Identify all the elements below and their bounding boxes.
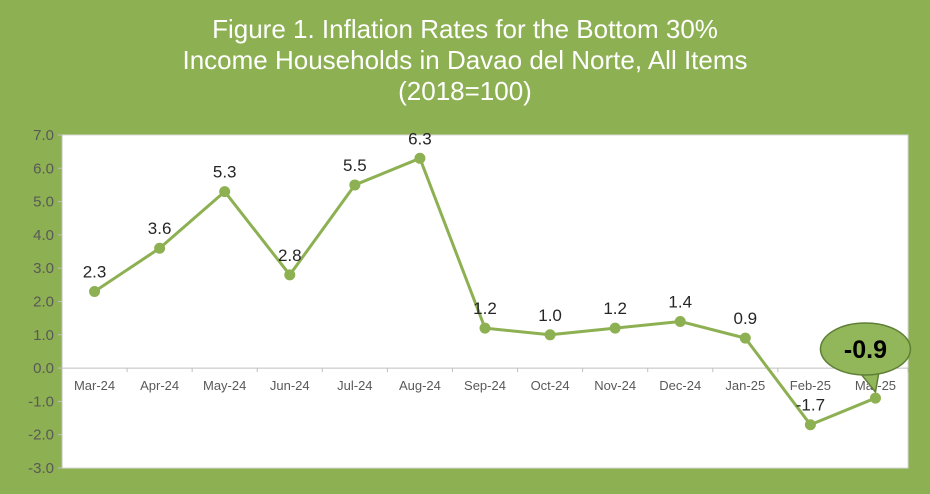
y-tick-label: 5.0: [33, 194, 54, 211]
data-label: 1.2: [603, 299, 627, 318]
x-tick-label: Dec-24: [659, 378, 701, 393]
data-label: 1.0: [538, 306, 562, 325]
y-tick-label: -2.0: [28, 427, 54, 444]
x-tick-label: Aug-24: [399, 378, 441, 393]
callout-label: -0.9: [844, 336, 887, 364]
data-label: 2.8: [278, 246, 302, 265]
data-label: 0.9: [733, 309, 757, 328]
data-label: -1.7: [796, 396, 825, 415]
y-tick-label: 4.0: [33, 227, 54, 244]
x-tick-label: Feb-25: [790, 378, 831, 393]
data-point: [349, 179, 361, 191]
y-tick-label: 7.0: [33, 127, 54, 144]
data-label: 1.2: [473, 299, 497, 318]
y-tick-label: -1.0: [28, 393, 54, 410]
x-tick-label: May-24: [203, 378, 246, 393]
x-tick-label: Jan-25: [725, 378, 765, 393]
data-point: [544, 329, 556, 341]
chart-title-line-2: Income Households in Davao del Norte, Al…: [182, 45, 748, 75]
x-tick-label: Apr-24: [140, 378, 179, 393]
y-tick-label: 6.0: [33, 160, 54, 177]
data-point: [739, 332, 751, 344]
data-point: [869, 392, 881, 404]
data-point: [479, 322, 491, 334]
chart-title-line-1: Figure 1. Inflation Rates for the Bottom…: [212, 14, 718, 44]
data-label: 3.6: [148, 219, 172, 238]
x-tick-label: Nov-24: [594, 378, 636, 393]
y-tick-label: 0.0: [33, 360, 54, 377]
y-tick-label: 1.0: [33, 327, 54, 344]
callout-bubble: [819, 322, 912, 376]
data-label: 1.4: [668, 292, 692, 311]
data-point: [219, 186, 231, 198]
data-point: [89, 286, 101, 298]
x-tick-label: Jul-24: [337, 378, 372, 393]
x-tick-label: Mar-24: [74, 378, 115, 393]
y-tick-label: 2.0: [33, 294, 54, 311]
x-tick-label: Jun-24: [270, 378, 310, 393]
y-tick-label: -3.0: [28, 460, 54, 477]
data-label: 2.3: [83, 263, 107, 282]
data-point: [804, 419, 816, 431]
data-point: [154, 242, 166, 254]
data-point: [609, 322, 621, 334]
x-tick-label: Sep-24: [464, 378, 506, 393]
data-point: [674, 315, 686, 327]
data-label: 5.5: [343, 156, 367, 175]
data-label: 5.3: [213, 163, 237, 182]
data-label: 6.3: [408, 129, 432, 148]
x-tick-label: Oct-24: [531, 378, 570, 393]
data-point: [284, 269, 296, 281]
data-point: [414, 152, 426, 164]
chart-title: Figure 1. Inflation Rates for the Bottom…: [0, 14, 930, 107]
y-tick-label: 3.0: [33, 260, 54, 277]
plot-area: [61, 134, 909, 469]
chart-title-line-3: (2018=100): [398, 76, 532, 106]
